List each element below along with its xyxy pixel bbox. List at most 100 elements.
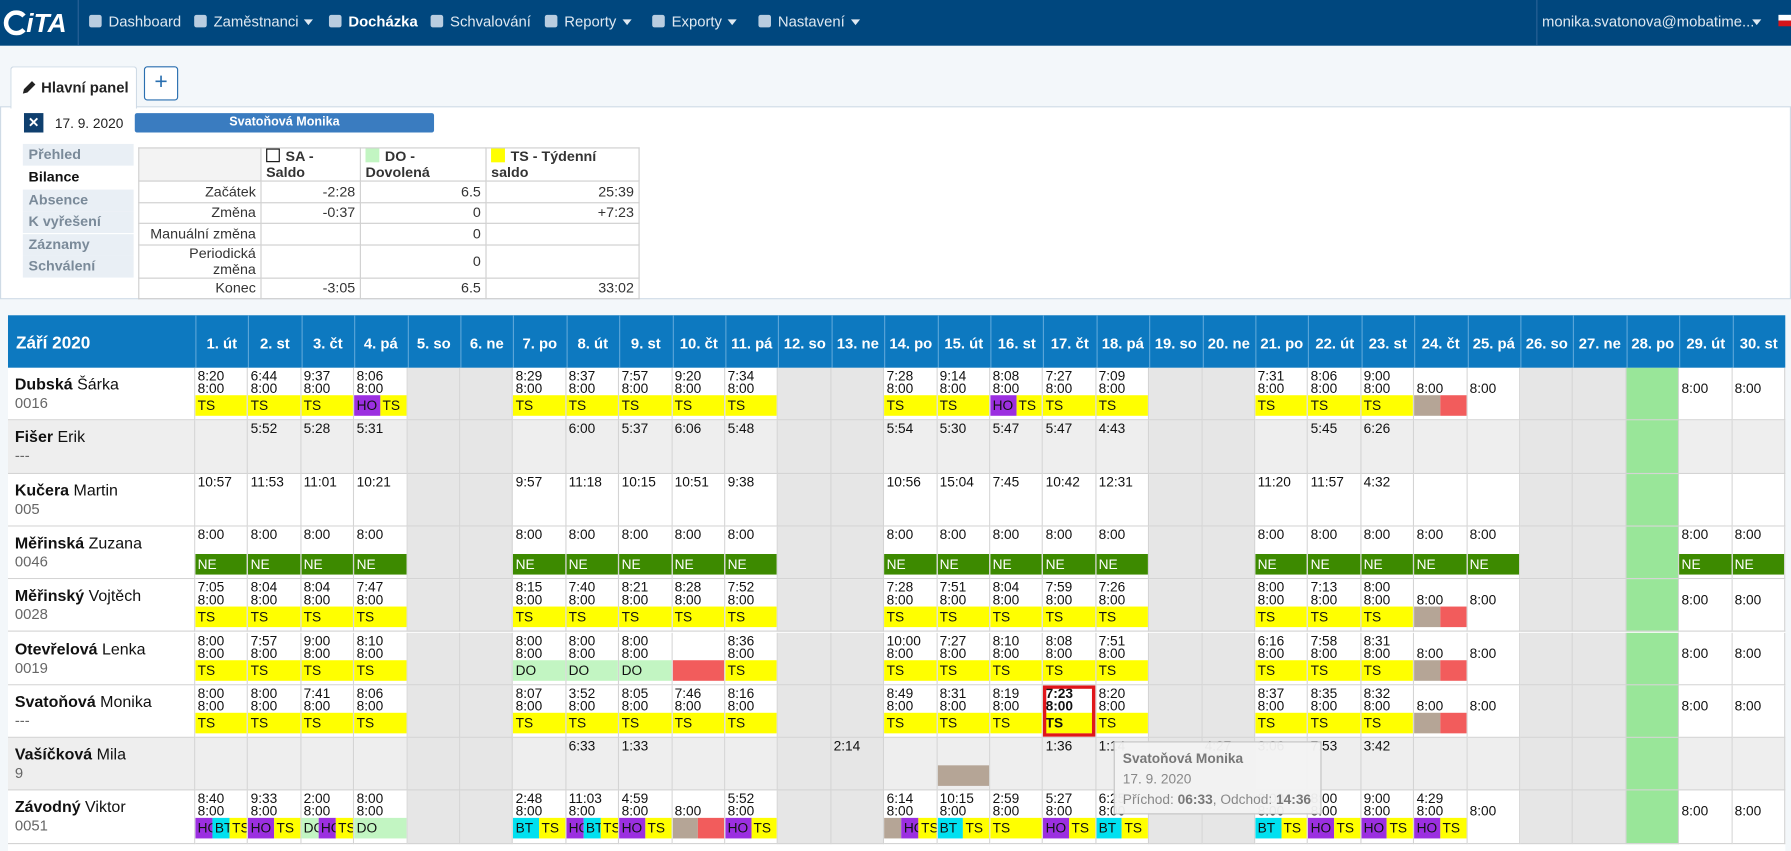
code-tag[interactable]: HO — [619, 818, 646, 839]
day-cell[interactable] — [831, 420, 885, 474]
day-cell[interactable]: 4:43 — [1096, 420, 1150, 474]
code-tag[interactable]: TS — [619, 606, 672, 628]
code-tag[interactable]: TS — [1255, 712, 1308, 734]
day-cell[interactable] — [1414, 420, 1468, 474]
code-tag[interactable]: TS — [195, 659, 248, 681]
code-tag[interactable]: TS — [672, 712, 725, 734]
day-cell[interactable]: 1:36 — [1043, 738, 1097, 791]
code-tag[interactable]: TS — [274, 818, 301, 839]
day-label[interactable]: 17. čt — [1050, 334, 1089, 352]
code-tag[interactable]: TS — [963, 818, 990, 839]
day-cell[interactable] — [884, 738, 938, 791]
day-cell[interactable] — [1149, 685, 1203, 739]
day-cell[interactable]: 5:27 8:00 HO TS — [1043, 790, 1097, 844]
status-block[interactable] — [1440, 606, 1467, 628]
day-cell[interactable] — [1732, 420, 1786, 474]
day-cell[interactable]: 8:29 8:00 TS — [513, 367, 567, 421]
day-cell[interactable] — [460, 738, 514, 791]
day-cell[interactable] — [1202, 579, 1256, 633]
day-cell[interactable] — [1626, 473, 1680, 527]
employee-bar[interactable]: Svatoňová Monika — [134, 113, 435, 133]
day-cell[interactable]: 9:38 — [725, 473, 779, 527]
day-cell[interactable]: 15:04 — [937, 473, 991, 527]
code-tag[interactable]: TS — [751, 818, 778, 839]
status-block[interactable] — [1414, 659, 1441, 681]
day-cell[interactable]: 11:53 — [248, 473, 302, 527]
day-cell[interactable] — [407, 738, 461, 791]
tab[interactable]: Hlavní panel — [10, 66, 138, 109]
day-cell[interactable]: 8:31 8:00 TS — [937, 685, 991, 739]
side-menu-item[interactable]: K vyřešení — [22, 211, 134, 234]
day-label[interactable]: 18. pá — [1101, 334, 1144, 352]
day-cell[interactable]: 5:52 — [248, 420, 302, 474]
code-tag[interactable]: TS — [619, 712, 672, 734]
day-cell[interactable] — [1202, 473, 1256, 527]
day-cell[interactable]: 8:07 8:00 TS — [513, 685, 567, 739]
day-cell[interactable]: 6:06 — [672, 420, 726, 474]
day-cell[interactable]: 8:08 8:00 TS — [1043, 632, 1097, 686]
day-cell[interactable] — [778, 790, 832, 844]
code-tag[interactable]: NE — [990, 553, 1043, 575]
status-block[interactable] — [1440, 712, 1467, 734]
day-label[interactable]: 19. so — [1154, 334, 1197, 352]
day-cell[interactable]: 8:00 8:00 TS — [1361, 579, 1415, 633]
day-cell[interactable] — [1149, 579, 1203, 633]
day-cell[interactable]: 8:00 — [1679, 685, 1733, 739]
code-tag[interactable]: NE — [884, 553, 937, 575]
day-cell[interactable]: 4:32 — [1361, 473, 1415, 527]
day-cell[interactable] — [460, 420, 514, 474]
day-cell[interactable] — [1149, 632, 1203, 686]
day-cell[interactable]: 8:36 8:00 TS — [725, 632, 779, 686]
status-block[interactable] — [1440, 395, 1467, 416]
nav-item[interactable]: Schvalování — [450, 12, 531, 30]
day-cell[interactable]: 9:20 8:00 TS — [672, 367, 726, 421]
day-cell[interactable] — [1626, 367, 1680, 421]
day-cell[interactable]: 8:00 NE — [513, 526, 567, 580]
day-cell[interactable] — [1149, 367, 1203, 421]
day-cell[interactable]: 7:28 8:00 TS — [884, 579, 938, 633]
day-cell[interactable] — [1573, 579, 1627, 633]
code-tag[interactable]: TS — [1255, 606, 1308, 628]
code-tag[interactable]: TS — [301, 395, 354, 416]
day-cell[interactable] — [1467, 420, 1521, 474]
day-cell[interactable]: 8:00 NE — [619, 526, 673, 580]
day-cell[interactable]: 9:00 8:00 TS — [301, 632, 355, 686]
day-cell[interactable]: 8:00 NE — [1679, 526, 1733, 580]
day-cell[interactable]: 3:52 8:00 TS — [566, 685, 620, 739]
code-tag[interactable]: TS — [1096, 659, 1149, 681]
day-cell[interactable]: 7:27 8:00 TS — [937, 632, 991, 686]
day-cell[interactable]: 8:08 8:00 HO TS — [990, 367, 1044, 421]
day-cell[interactable] — [1626, 790, 1680, 844]
day-cell[interactable]: 7:40 8:00 TS — [566, 579, 620, 633]
employee-cell[interactable]: Svatoňová Monika --- — [7, 685, 196, 739]
code-tag[interactable]: DO — [619, 659, 672, 681]
day-cell[interactable] — [1202, 685, 1256, 739]
day-cell[interactable] — [672, 632, 726, 686]
user-menu[interactable]: monika.svatonova@mobatime... — [1541, 12, 1755, 30]
day-cell[interactable]: 5:47 — [1043, 420, 1097, 474]
code-tag[interactable]: TS — [1361, 606, 1414, 628]
code-tag[interactable]: BT — [212, 818, 230, 839]
day-cell[interactable] — [1626, 579, 1680, 633]
day-cell[interactable]: 8:00 — [1414, 685, 1468, 739]
day-label[interactable]: 13. ne — [836, 334, 879, 352]
day-label[interactable]: 20. ne — [1207, 334, 1250, 352]
day-cell[interactable]: 8:10 8:00 TS — [354, 632, 408, 686]
code-tag[interactable]: TS — [566, 712, 619, 734]
nav-item[interactable]: Docházka — [348, 12, 418, 30]
code-tag[interactable]: TS — [1281, 818, 1308, 839]
day-cell[interactable]: 8:20 8:00 TS — [195, 367, 249, 421]
nav-item[interactable]: Exporty — [671, 12, 722, 30]
day-label[interactable]: 4. pá — [363, 334, 398, 352]
code-tag[interactable]: HO — [1308, 818, 1335, 839]
day-cell[interactable]: 6:26 — [1361, 420, 1415, 474]
day-cell[interactable] — [407, 420, 461, 474]
day-cell[interactable]: 7:51 8:00 TS — [1096, 632, 1150, 686]
day-cell[interactable]: 5:37 — [619, 420, 673, 474]
day-cell[interactable]: 8:00 NE — [354, 526, 408, 580]
day-cell[interactable]: 7:27 8:00 TS — [1043, 367, 1097, 421]
day-cell[interactable] — [195, 738, 249, 791]
code-tag[interactable]: TS — [725, 659, 778, 681]
status-block[interactable] — [698, 818, 725, 839]
